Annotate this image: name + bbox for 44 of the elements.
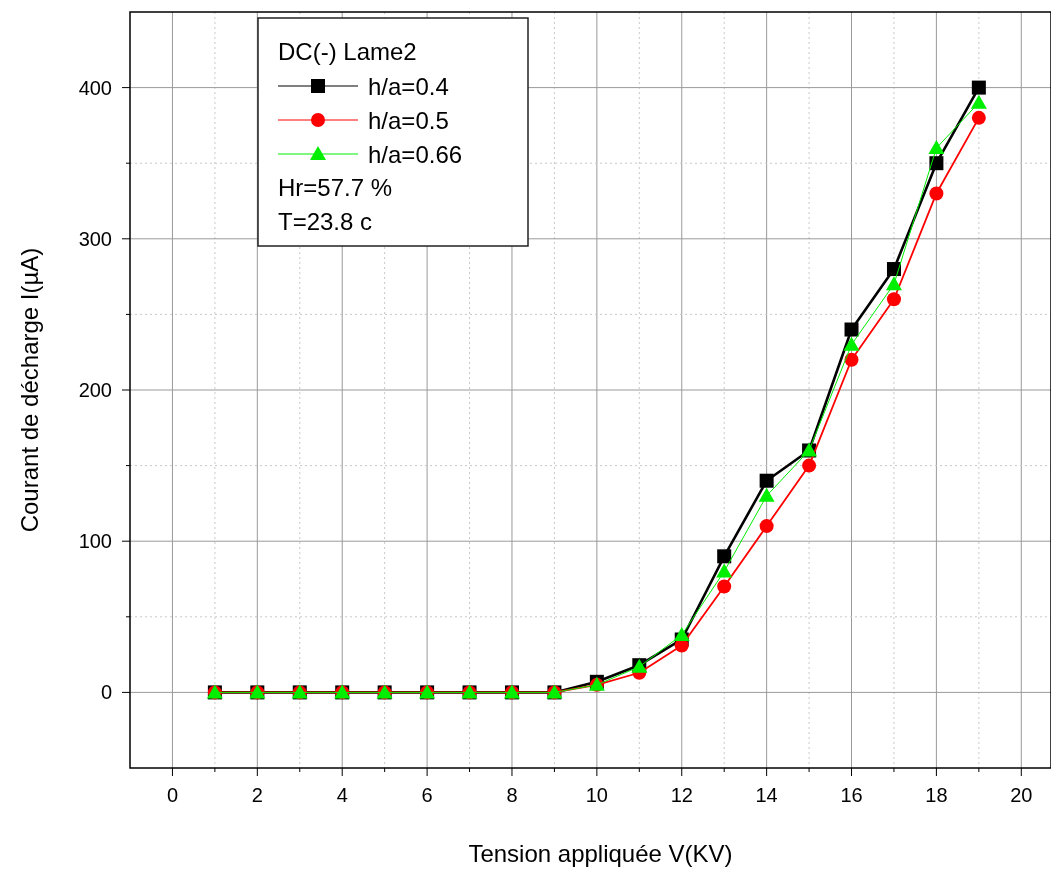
- point: [673, 626, 690, 641]
- x-tick-label: 10: [585, 784, 608, 806]
- x-tick-label: 4: [336, 784, 348, 806]
- legend-label: h/a=0.4: [368, 73, 449, 100]
- x-axis-title: Tension appliquée V(KV): [468, 840, 733, 867]
- point: [970, 94, 987, 109]
- x-tick-label: 0: [166, 784, 178, 806]
- x-tick-label: 2: [251, 784, 263, 806]
- x-tick-label: 6: [421, 784, 433, 806]
- x-tick-label: 16: [840, 784, 863, 806]
- y-tick-label: 300: [78, 227, 112, 250]
- point: [886, 262, 901, 277]
- x-tick-label: 14: [755, 784, 778, 806]
- legend-label: h/a=0.5: [368, 107, 449, 134]
- x-tick-label: 18: [925, 784, 948, 806]
- point: [717, 549, 732, 564]
- point: [717, 579, 732, 594]
- annotation: Hr=57.7 %: [278, 174, 393, 201]
- point: [843, 336, 860, 351]
- point: [928, 140, 945, 155]
- point: [802, 458, 817, 473]
- y-tick-label: 0: [100, 681, 112, 704]
- y-tick-label: 200: [78, 379, 112, 401]
- y-axis-title: Courant de décharge I(µA): [16, 247, 43, 533]
- point: [844, 352, 859, 367]
- point: [758, 487, 775, 502]
- y-tick-label: 400: [78, 76, 112, 99]
- x-tick-label: 12: [670, 784, 693, 806]
- point: [885, 276, 902, 291]
- point: [759, 519, 774, 534]
- point: [844, 322, 859, 337]
- x-tick-label: 20: [1010, 784, 1033, 806]
- point: [971, 80, 986, 95]
- point: [929, 156, 944, 171]
- legend-title: DC(-) Lame2: [278, 38, 417, 65]
- y-tick-label: 100: [78, 530, 112, 553]
- annotation: T=23.8 c: [278, 208, 373, 235]
- x-tick-label: 8: [506, 784, 518, 806]
- point: [929, 186, 944, 201]
- point: [716, 563, 733, 578]
- point: [759, 473, 774, 488]
- point: [971, 110, 986, 125]
- legend-label: h/a=0.66: [368, 141, 463, 168]
- point: [886, 292, 901, 307]
